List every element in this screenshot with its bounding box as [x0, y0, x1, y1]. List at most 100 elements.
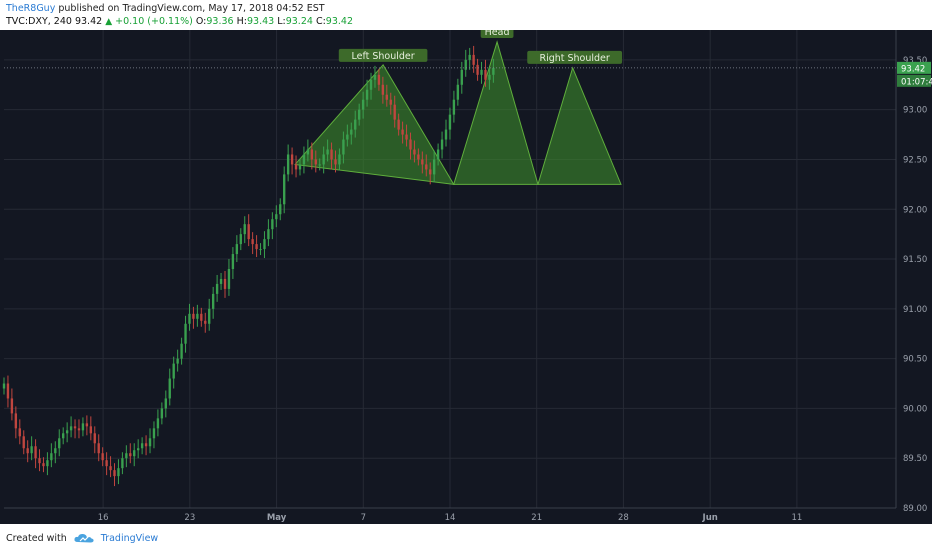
candle-body: [322, 154, 325, 165]
pattern-label-box: [527, 50, 623, 64]
candle-body: [89, 426, 93, 434]
candle-body: [54, 448, 57, 454]
candle-body: [101, 453, 104, 461]
candle-body: [235, 244, 239, 255]
candle-body: [468, 54, 471, 60]
candle-body: [448, 114, 452, 130]
candle-body: [243, 224, 246, 235]
head-triangle: [453, 40, 539, 185]
candle-body: [314, 159, 317, 165]
candle-body: [121, 458, 124, 469]
price-chart[interactable]: 89.00 89.50 90.00 90.50 91.00 91.50 92.00 92.50…: [0, 30, 932, 524]
y-tick-label: 93.00: [903, 106, 927, 116]
candle-body: [180, 343, 183, 359]
candle-body: [279, 204, 282, 215]
candle-body: [200, 313, 203, 321]
x-tick-label: 23: [184, 513, 195, 523]
candle-body: [85, 423, 89, 427]
candle-body: [239, 234, 242, 245]
candle-body: [472, 54, 475, 65]
candle-body: [377, 74, 381, 85]
candle-body: [413, 149, 416, 155]
x-tick-label: Jun: [702, 513, 718, 523]
high-label: H:: [236, 16, 247, 27]
y-tick-label: 90.00: [903, 404, 927, 414]
candle-body: [192, 313, 195, 319]
close-value: 93.42: [325, 16, 353, 27]
candle-body: [50, 453, 53, 461]
candle-body: [350, 129, 353, 135]
footer: Created with TradingView: [6, 532, 158, 544]
candle-body: [361, 99, 365, 110]
head-label: Head: [480, 30, 514, 38]
open-value: 93.36: [206, 16, 234, 27]
candle-body: [346, 134, 349, 140]
candle-body: [425, 164, 428, 170]
candle-body: [204, 320, 207, 324]
x-tick-label: 14: [445, 513, 456, 523]
candle-body: [334, 159, 337, 165]
candle-body: [125, 453, 128, 459]
candle-body: [488, 74, 491, 80]
candle-body: [219, 278, 223, 284]
candle-body: [188, 313, 191, 324]
candle-body: [389, 99, 392, 105]
candle-body: [409, 139, 412, 150]
candle-body: [247, 224, 250, 240]
countdown-tag: [897, 74, 931, 87]
candle-body: [73, 426, 77, 429]
candle-body: [109, 466, 112, 471]
tradingview-brand[interactable]: TradingView: [100, 532, 159, 544]
y-tick-label: 93.50: [903, 56, 927, 66]
candle-body: [436, 149, 440, 160]
candle-body: [275, 214, 278, 220]
published-text: published on TradingView.com, May 17, 20…: [58, 3, 325, 14]
countdown-tag-label: 01:07:4: [901, 77, 932, 87]
candle-body: [440, 139, 444, 150]
candle-body: [144, 443, 148, 447]
candle-body: [215, 283, 219, 294]
x-tick-label: 28: [618, 513, 629, 523]
candle-body: [148, 438, 152, 447]
candle-body: [176, 358, 179, 364]
candle-body: [326, 149, 329, 155]
y-tick-label: 90.50: [903, 355, 927, 365]
candle-body: [460, 69, 463, 85]
candle-body: [429, 169, 432, 175]
candle-body: [10, 398, 14, 414]
candle-body: [152, 428, 156, 439]
candle-body: [393, 104, 396, 120]
y-tick-label: 89.00: [903, 504, 927, 514]
candle-body: [302, 154, 306, 165]
y-tick-label: 91.00: [903, 305, 927, 315]
candle-body: [330, 149, 333, 160]
candle-body: [365, 89, 369, 100]
candle-body: [77, 428, 81, 431]
candle-body: [168, 378, 171, 399]
candle-body: [263, 239, 266, 250]
tradingview-cloud-icon: [74, 533, 94, 543]
publisher-link[interactable]: TheR8Guy: [6, 3, 56, 14]
candle-body: [271, 219, 274, 230]
candle-body: [306, 149, 310, 155]
candle-body: [196, 313, 199, 319]
candle-body: [421, 159, 424, 165]
candle-body: [357, 109, 361, 120]
candle-body: [342, 139, 345, 155]
right-shoulder-triangle: [537, 66, 622, 185]
pattern-label-text: Head: [485, 30, 510, 38]
candle-body: [133, 450, 136, 457]
candle-body: [484, 69, 487, 80]
candle-body: [318, 164, 321, 166]
y-tick-label: 92.00: [903, 205, 927, 215]
candle-body: [464, 59, 467, 70]
candle-body: [62, 433, 65, 439]
y-tick-label: 91.50: [903, 255, 927, 265]
candle-body: [385, 94, 388, 100]
candle-body: [310, 149, 314, 160]
candle-body: [267, 229, 270, 240]
candle-body: [480, 69, 483, 75]
candle-body: [26, 448, 29, 454]
candle-body: [93, 433, 96, 444]
candle-body: [401, 129, 404, 135]
